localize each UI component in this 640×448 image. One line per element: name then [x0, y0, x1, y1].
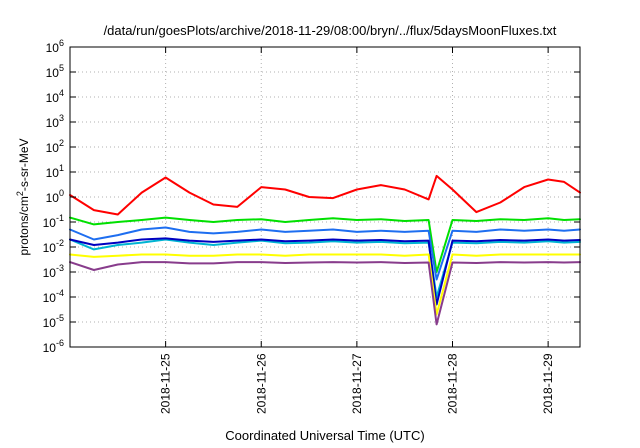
x-tick-label: 2018-11-26 [254, 353, 268, 414]
series-line-1 [69, 174, 581, 216]
grid [70, 47, 580, 347]
x-tick-label: 2018-11-29 [541, 353, 555, 414]
y-tick-label: 102 [46, 138, 64, 155]
y-tick-label: 10-5 [43, 313, 64, 330]
series-line-3 [69, 226, 581, 281]
x-tick-label: 2018-11-28 [446, 353, 460, 414]
y-tick-label: 10-3 [43, 263, 64, 280]
x-tick-label: 2018-11-27 [350, 353, 364, 414]
y-tick-label: 10-4 [43, 288, 64, 305]
y-tick-label: 101 [46, 163, 64, 180]
y-axis-label: protons/cm2-s-sr-MeV [15, 138, 31, 255]
y-tick-label: 100 [46, 188, 64, 205]
series-line-4 [69, 238, 581, 298]
y-tick-label: 105 [46, 63, 64, 80]
y-tick-label: 10-1 [43, 213, 64, 230]
y-tick-label: 10-2 [43, 238, 64, 255]
x-axis: 2018-11-25 2018-11-26 2018-11-27 2018-11-28… [159, 47, 555, 414]
x-tick-label: 2018-11-25 [159, 353, 173, 414]
y-tick-label: 10-6 [43, 338, 64, 355]
chart-title: /data/run/goesPlots/archive/2018-11-29/0… [104, 23, 557, 38]
y-axis: 10-6 10-5 10-4 10-3 10-2 10-1 100 101 102 103 104 1… [43, 38, 580, 355]
series-line-2 [69, 216, 581, 273]
data-series [69, 174, 581, 326]
y-tick-label: 104 [46, 88, 64, 105]
series-line-5 [69, 237, 581, 306]
y-tick-label: 103 [46, 113, 64, 130]
series-line-6 [69, 253, 581, 316]
y-tick-label: 106 [46, 38, 64, 55]
series-line-7 [69, 261, 581, 326]
x-axis-label: Coordinated Universal Time (UTC) [225, 428, 424, 443]
